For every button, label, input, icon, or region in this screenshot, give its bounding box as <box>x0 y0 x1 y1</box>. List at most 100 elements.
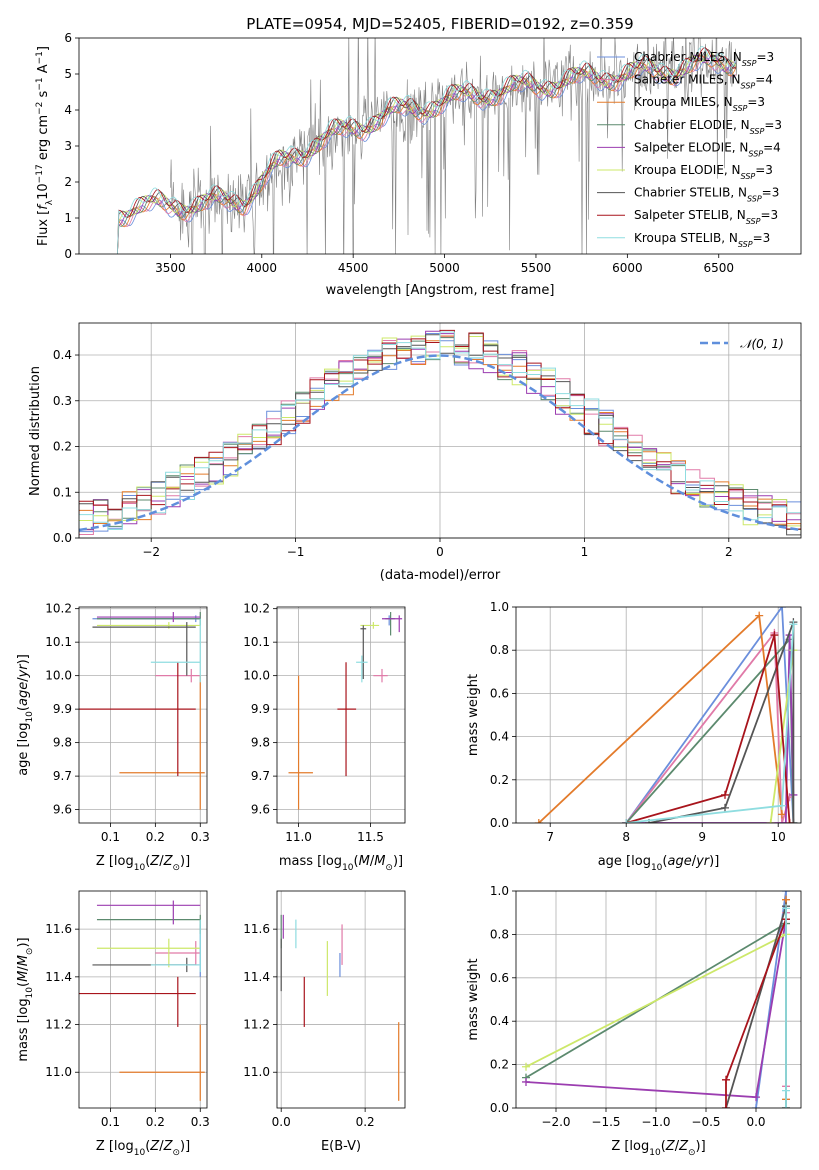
y-tick-label: 10.0 <box>45 669 72 683</box>
legend-label-tail: =3 <box>756 50 774 64</box>
mass-weight-line-2 <box>538 613 783 823</box>
x-tick-label: 0.2 <box>356 1115 375 1129</box>
axes-frame <box>276 890 406 1109</box>
y-tick-label: 1 <box>64 211 72 225</box>
legend-label: Kroupa MILES, NSSP=3 <box>634 95 765 113</box>
y-tick-label: 0.0 <box>490 1101 509 1115</box>
mass-weight-marker <box>778 801 786 810</box>
label-part: −1 <box>35 51 45 64</box>
label-part: A <box>36 64 51 77</box>
label-part: 10 <box>25 711 35 723</box>
mass-weight-marker <box>752 1093 760 1102</box>
mass-weight-marker <box>782 1104 790 1108</box>
mass-weight-marker <box>622 819 631 823</box>
x-tick-label: 0.1 <box>101 1115 120 1129</box>
y-tick-label: 0.2 <box>490 773 509 787</box>
mass_vs_ebv-xlabel: E(B-V) <box>321 1139 361 1154</box>
y-tick-label: 0.2 <box>490 1058 509 1072</box>
mass-weight-marker <box>785 819 794 823</box>
y-tick-label: 0.1 <box>53 485 72 499</box>
mass-weight-marker <box>770 631 779 640</box>
spectrum-ylabel: Flux [fλ10−17 erg cm−2 s−1 A−1] <box>35 46 55 246</box>
panel-massweight_vs_age: 7 8 9 10 0.0 0.2 0.4 0.6 0.8 1.0 mass weight age [l… <box>466 600 802 873</box>
label-part: )] <box>393 854 403 869</box>
x-tick-label: 3500 <box>155 261 186 275</box>
legend-label-base: Kroupa MILES, N <box>634 95 733 109</box>
y-tick-label: 0.6 <box>490 686 509 700</box>
label-part: ⊙ <box>25 948 35 956</box>
model-spectrum-3 <box>117 54 737 254</box>
y-tick-label: 4 <box>64 103 72 117</box>
axes-frame <box>78 322 802 539</box>
legend-label-sub: SSP <box>748 149 763 158</box>
label-part: ( <box>16 982 31 987</box>
label-part: wavelength [Angstrom, rest frame] <box>326 283 555 298</box>
legend-label-base: Chabrier ELODIE, N <box>634 118 750 132</box>
label-part: f <box>36 203 51 210</box>
legend-label-base: Chabrier STELIB, N <box>634 186 747 200</box>
mass_vs_Z-xlabel: Z [log10(Z/Z⊙)] <box>96 1139 190 1158</box>
label-part: 10 <box>134 1148 146 1158</box>
label-part: mass weight <box>466 674 481 756</box>
y-tick-label: 9.6 <box>53 803 72 817</box>
x-tick-label: 4500 <box>338 261 369 275</box>
x-tick-label: 5500 <box>521 261 552 275</box>
x-tick-label: 10 <box>771 830 786 844</box>
label-part: Z [log <box>611 1139 649 1154</box>
panel-residuals: −2 −1 0 1 2 0.0 0.1 0.2 0.3 0.4 (data-model)/error… <box>28 322 802 583</box>
x-tick-label: −2.0 <box>541 1115 570 1129</box>
label-part: mass weight <box>466 958 481 1040</box>
mass-weight-marker <box>721 790 729 799</box>
y-tick-label: 2 <box>64 175 72 189</box>
label-part: ⊙ <box>385 863 393 873</box>
label-part: Flux [ <box>36 210 51 246</box>
spectrum-xlabel: wavelength [Angstrom, rest frame] <box>326 283 555 298</box>
y-tick-label: 5 <box>64 67 72 81</box>
label-part: age <box>667 854 691 869</box>
plot-area-spectrum <box>117 38 738 254</box>
label-part: 10 <box>342 863 354 873</box>
label-part: )] <box>16 654 31 664</box>
panel-mass_vs_ebv: 0.0 0.2 11.0 11.2 11.4 11.6 E(B-V) <box>243 890 406 1154</box>
axes-frame <box>78 606 208 824</box>
mass-weight-marker <box>778 819 786 823</box>
y-tick-label: 11.4 <box>45 970 72 984</box>
mass-weight-line-0 <box>625 607 795 823</box>
legend-label-tail: =3 <box>762 186 780 200</box>
label-part: mass [log <box>16 998 31 1061</box>
y-tick-label: 0.4 <box>490 730 509 744</box>
label-part: 10 <box>25 987 35 999</box>
label-part: yr <box>695 854 711 869</box>
x-tick-label: 4000 <box>247 261 278 275</box>
mass-weight-marker <box>752 1104 760 1108</box>
label-part: Z <box>149 854 160 869</box>
y-tick-label: 9.8 <box>53 736 72 750</box>
y-tick-label: 9.7 <box>53 769 72 783</box>
legend-label-sub: SSP <box>741 172 756 181</box>
legend-label: Kroupa ELODIE, NSSP=3 <box>634 163 773 181</box>
y-tick-label: 10.1 <box>45 635 72 649</box>
age_vs_mass-xlabel: mass [log10(M/M⊙)] <box>279 854 403 873</box>
y-tick-label: 0.8 <box>490 643 509 657</box>
mass-weight-marker <box>522 1062 530 1071</box>
y-tick-label: 0.2 <box>53 440 72 454</box>
y-tick-label: 11.2 <box>243 1018 270 1032</box>
axes-frame <box>78 890 208 1109</box>
plot-area-massweight_vs_Z <box>522 891 790 1108</box>
label-part: Z <box>163 1139 174 1154</box>
x-tick-label: 0 <box>436 545 444 559</box>
mass-weight-marker <box>722 1075 730 1084</box>
x-tick-label: −2 <box>142 545 160 559</box>
plot-area-residuals <box>79 329 801 537</box>
y-tick-label: 10.2 <box>243 602 270 616</box>
label-part: Z <box>665 1139 676 1154</box>
legend-label-tail: =3 <box>753 231 771 245</box>
label-part: )] <box>696 1139 706 1154</box>
y-tick-label: 0.4 <box>53 348 72 362</box>
x-tick-label: 0.3 <box>191 1115 210 1129</box>
plot-area-age_vs_Z <box>79 612 205 810</box>
x-tick-label: 0.1 <box>101 830 120 844</box>
x-tick-label: 5000 <box>429 261 460 275</box>
label-part: M <box>16 971 31 982</box>
mass-weight-marker <box>782 891 790 895</box>
